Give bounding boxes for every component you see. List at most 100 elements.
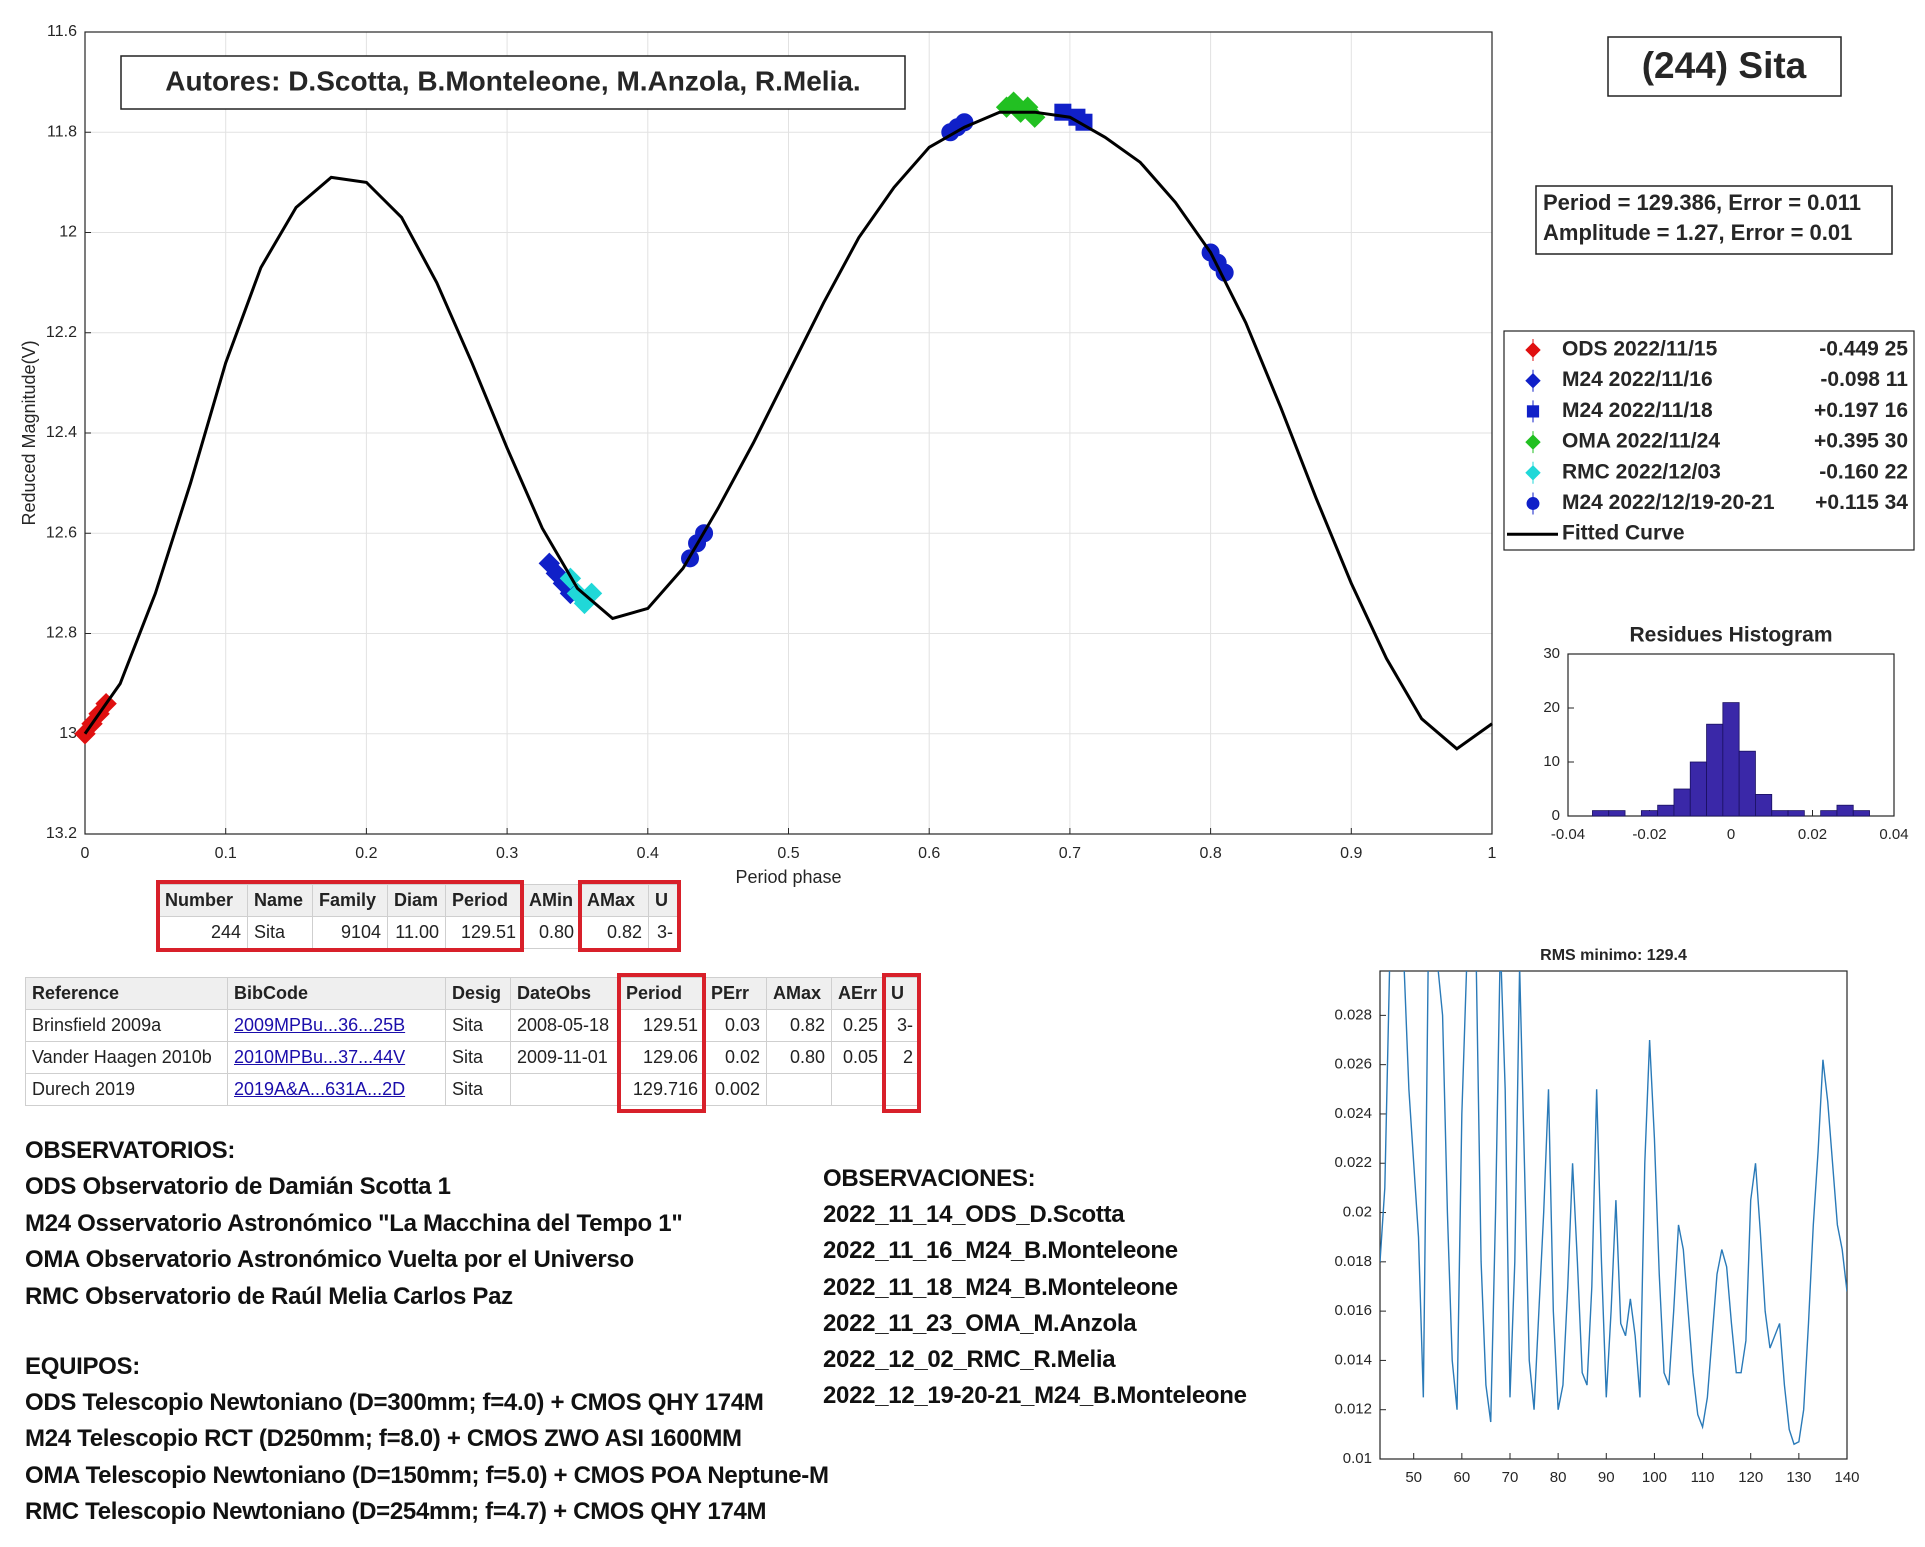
histogram-bar — [1852, 810, 1870, 817]
header-cell: Diam — [387, 884, 446, 917]
table-cell: 0.25 — [831, 1009, 885, 1042]
x-tick-label: 0.4 — [637, 845, 659, 862]
histogram-bar — [1706, 723, 1724, 817]
y-tick-label: 0.01 — [1343, 1450, 1372, 1467]
header-cell: PErr — [704, 977, 767, 1010]
highlight-box — [156, 880, 524, 952]
fitted-curve — [83, 110, 1493, 751]
x-tick-label: -0.04 — [1551, 826, 1585, 843]
x-tick-label: 100 — [1642, 1469, 1667, 1486]
legend-box — [1503, 330, 1915, 551]
legend-marker — [1525, 342, 1541, 358]
text-line: RMC Observatorio de Raúl Melia Carlos Pa… — [25, 1282, 513, 1310]
table-cell: 0.80 — [522, 916, 581, 949]
y-tick-label: 0.026 — [1334, 1056, 1372, 1073]
table-cell: 2008-05-18 — [510, 1009, 620, 1042]
text-line: OMA Observatorio Astronómico Vuelta por … — [25, 1246, 634, 1274]
x-tick-label: 0 — [1727, 826, 1735, 843]
legend-note: -0.160 22 — [1819, 460, 1908, 483]
table-cell: Vander Haagen 2010b — [25, 1041, 228, 1074]
text-line: M24 Osservatorio Astronómico "La Macchin… — [25, 1209, 683, 1237]
bibcode-link[interactable]: 2010MPBu...37...44V — [234, 1047, 406, 1067]
annotation: Amplitude = 1.27, Error = 0.01 — [1543, 220, 1852, 245]
header-cell: Reference — [25, 977, 228, 1010]
table-cell: 11.00 — [387, 916, 446, 949]
table-cell: 0.82 — [766, 1009, 832, 1042]
table-cell: Sita — [445, 1073, 511, 1106]
data-point — [580, 582, 603, 605]
text-line: 2022_11_18_M24_B.Monteleone — [823, 1273, 1178, 1301]
table-cell: 0.03 — [704, 1009, 767, 1042]
y-tick-label: 0.018 — [1334, 1253, 1372, 1270]
plot-frame — [84, 31, 1493, 835]
y-tick-label: 20 — [1543, 699, 1560, 716]
x-tick-label: 130 — [1786, 1469, 1811, 1486]
table-cell — [510, 1073, 620, 1106]
table-cell: Brinsfield 2009a — [25, 1009, 228, 1042]
text-block-title: OBSERVACIONES: — [823, 1165, 1036, 1192]
y-tick-label: 0.016 — [1334, 1302, 1372, 1319]
highlight-box — [882, 973, 921, 1113]
text-line: 2022_12_19-20-21_M24_B.Monteleone — [823, 1382, 1247, 1410]
x-tick-label: 50 — [1405, 1469, 1422, 1486]
histogram-bar — [1820, 810, 1838, 817]
table-row: Brinsfield 2009a 2009MPBu...36...25B Sita 2… — [25, 1009, 920, 1042]
y-tick-label: 0 — [1552, 807, 1560, 824]
x-tick-label: 0.3 — [496, 845, 518, 862]
text-line: 2022_11_14_ODS_D.Scotta — [823, 1201, 1125, 1229]
table-cell — [831, 1073, 885, 1106]
table-cell: 0.05 — [831, 1041, 885, 1074]
header-row: Number Name Family Diam Period AMin AMax U — [158, 884, 680, 917]
x-tick-label: 0.7 — [1059, 845, 1081, 862]
text-block-title: EQUIPOS: — [25, 1353, 140, 1380]
bibcode-link[interactable]: 2019A&A...631A...2D — [234, 1079, 406, 1099]
header-cell: Period — [619, 977, 705, 1010]
header-cell: Desig — [445, 977, 511, 1010]
header-cell: AErr — [831, 977, 885, 1010]
x-tick-label: 0.2 — [355, 845, 377, 862]
x-tick-label: 0.6 — [918, 845, 940, 862]
legend-note: -0.449 25 — [1819, 338, 1908, 361]
legend-marker — [1525, 434, 1541, 450]
y-tick-label: 12.6 — [46, 524, 77, 541]
legend-marker — [1526, 497, 1540, 510]
x-tick-label: 70 — [1502, 1469, 1519, 1486]
histogram-bar — [1657, 804, 1675, 817]
annotation-box — [120, 55, 906, 110]
x-tick-label: 90 — [1598, 1469, 1615, 1486]
table-cell: Sita — [445, 1041, 511, 1074]
y-tick-label: 12.8 — [46, 625, 77, 642]
x-tick-label: 0 — [81, 845, 90, 862]
table-row: Durech 2019 2019A&A...631A...2D Sita 129.71… — [25, 1073, 920, 1106]
header-cell: BibCode — [227, 977, 446, 1010]
bibcode-link[interactable]: 2009MPBu...36...25B — [234, 1015, 406, 1035]
histogram-bar — [1787, 810, 1805, 817]
highlight-box — [617, 973, 706, 1113]
header-cell: AMin — [522, 884, 581, 917]
x-tick-label: 80 — [1550, 1469, 1567, 1486]
y-tick-label: 12.4 — [46, 424, 77, 441]
legend-label: OMA 2022/11/24 — [1562, 430, 1720, 453]
legend-label: M24 2022/11/18 — [1562, 399, 1713, 422]
header-cell: AMax — [766, 977, 832, 1010]
text-line: M24 Telescopio RCT (D250mm; f=8.0) + CMO… — [25, 1425, 742, 1453]
chart-title: RMS minimo: 129.4 — [1540, 947, 1687, 964]
table-cell: Sita — [445, 1009, 511, 1042]
legend-marker — [1525, 465, 1541, 481]
y-tick-label: 12 — [59, 224, 77, 241]
y-tick-label: 10 — [1543, 753, 1560, 770]
plot-frame — [1379, 970, 1848, 1460]
y-tick-label: 30 — [1543, 645, 1560, 662]
x-tick-label: 110 — [1691, 1469, 1715, 1486]
histogram-bar — [1689, 761, 1707, 817]
y-tick-label: 0.02 — [1343, 1204, 1372, 1221]
y-tick-label: 12.2 — [46, 324, 77, 341]
table-cell: 2 — [884, 1041, 920, 1074]
header-row: Reference BibCode Desig DateObs Period PErr AM… — [25, 977, 920, 1010]
y-tick-label: 0.022 — [1334, 1154, 1372, 1171]
y-tick-label: 11.8 — [47, 123, 77, 140]
x-tick-label: 0.5 — [777, 845, 799, 862]
x-tick-label: -0.02 — [1632, 826, 1666, 843]
